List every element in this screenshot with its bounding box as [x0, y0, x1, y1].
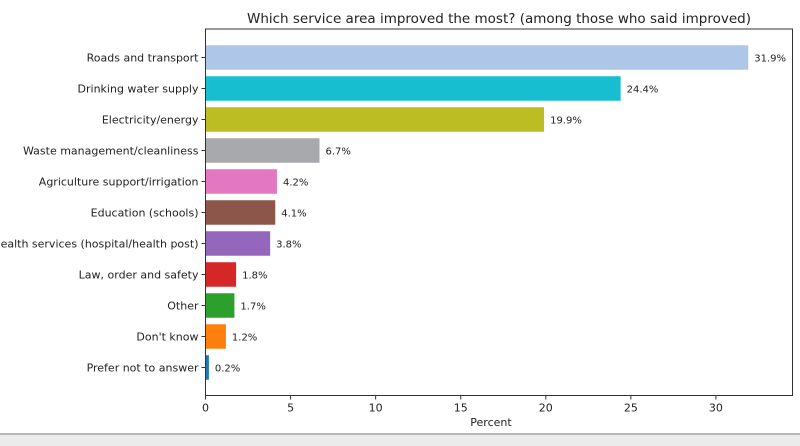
- chart-title: Which service area improved the most? (a…: [247, 11, 751, 27]
- y-tick-label: Drinking water supply: [78, 83, 199, 96]
- y-tick-label: Education (schools): [91, 207, 199, 220]
- bar: [205, 200, 276, 225]
- y-tick-label: Health services (hospital/health post): [0, 238, 199, 251]
- y-tick-label: Agriculture support/irrigation: [39, 176, 199, 189]
- data-label: 3.8%: [276, 240, 301, 251]
- data-label: 24.4%: [627, 85, 659, 96]
- plot-frame: [205, 28, 793, 396]
- x-tick-label: 15: [454, 402, 468, 415]
- y-tick-label: Roads and transport: [87, 52, 200, 65]
- bar: [205, 45, 749, 70]
- bar: [205, 138, 320, 163]
- bar: [205, 293, 235, 318]
- y-tick-label: Other: [167, 300, 199, 313]
- x-tick-label: 0: [202, 402, 209, 415]
- x-tick-label: 10: [369, 402, 383, 415]
- y-tick-label: Prefer not to answer: [87, 362, 199, 375]
- x-tick-label: 25: [624, 402, 638, 415]
- bar: [205, 231, 271, 256]
- x-tick-label: 30: [709, 402, 723, 415]
- bottom-scroll-strip: [0, 433, 800, 446]
- y-tick-label: Waste management/cleanliness: [23, 145, 199, 158]
- bar: [205, 169, 277, 194]
- bar: [205, 355, 209, 380]
- bar: [205, 107, 545, 132]
- data-label: 31.9%: [754, 54, 786, 65]
- y-tick-label: Don't know: [136, 331, 198, 344]
- x-tick-label: 20: [539, 402, 553, 415]
- x-tick-label: 5: [287, 402, 294, 415]
- data-label: 4.1%: [281, 209, 306, 220]
- data-label: 1.2%: [232, 333, 257, 344]
- data-label: 19.9%: [550, 116, 582, 127]
- data-label: 6.7%: [325, 147, 350, 158]
- y-tick-label: Law, order and safety: [79, 269, 199, 282]
- data-label: 4.2%: [283, 178, 308, 189]
- bar: [205, 262, 237, 287]
- y-tick-label: Electricity/energy: [102, 114, 199, 127]
- data-label: 0.2%: [215, 364, 240, 375]
- bar: [205, 76, 621, 101]
- data-label: 1.8%: [242, 271, 267, 282]
- bar: [205, 324, 226, 349]
- x-axis-label: Percent: [470, 416, 512, 429]
- data-label: 1.7%: [240, 302, 265, 313]
